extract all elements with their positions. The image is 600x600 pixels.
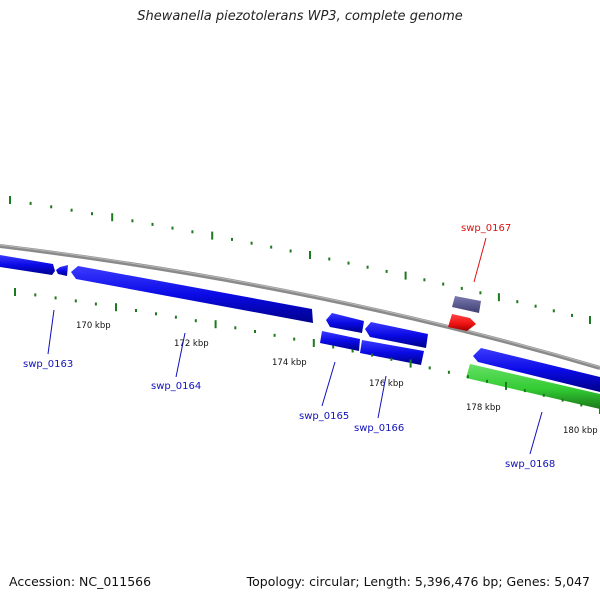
outer-tick bbox=[111, 213, 114, 222]
inner-tick bbox=[312, 339, 315, 347]
inner-tick bbox=[332, 345, 335, 349]
inner-tick bbox=[561, 398, 564, 402]
genome-summary-text: Topology: circular; Length: 5,396,476 bp… bbox=[246, 574, 590, 589]
outer-tick bbox=[131, 219, 134, 223]
outer-tick bbox=[534, 304, 537, 308]
gene-label-swp_0168[interactable]: swp_0168 bbox=[505, 459, 555, 470]
outer-tick bbox=[366, 265, 369, 269]
inner-tick bbox=[234, 326, 237, 330]
accession-text: Accession: NC_011566 bbox=[9, 574, 152, 589]
outer-tick bbox=[347, 261, 350, 265]
outer-tick bbox=[385, 269, 388, 273]
kbp-label-174: 174 kbp bbox=[272, 358, 307, 368]
outer-tick bbox=[151, 222, 154, 226]
outer-tick bbox=[571, 313, 573, 317]
inner-tick bbox=[273, 333, 276, 337]
outer-tick bbox=[9, 196, 11, 204]
outer-tick bbox=[423, 278, 426, 282]
inner-tick bbox=[447, 370, 450, 374]
gene-labels: swp_0163 swp_0164 swp_0165 swp_0166 swp_… bbox=[23, 223, 555, 470]
inner-tick bbox=[155, 312, 157, 316]
inner-tick bbox=[135, 309, 137, 312]
inner-tick bbox=[371, 353, 373, 357]
gene-label-swp_0164[interactable]: swp_0164 bbox=[151, 381, 201, 392]
inner-tick bbox=[174, 315, 177, 319]
outer-tick bbox=[211, 231, 214, 240]
kbp-label-170: 170 kbp bbox=[76, 321, 111, 331]
inner-tick bbox=[467, 375, 469, 379]
inner-tick bbox=[14, 288, 16, 296]
outer-tick bbox=[250, 241, 253, 245]
inner-tick bbox=[523, 389, 526, 393]
outer-tick bbox=[552, 309, 555, 313]
outer-tick bbox=[589, 316, 591, 324]
outer-tick bbox=[29, 201, 32, 205]
inner-tick bbox=[542, 393, 545, 397]
outer-tick bbox=[191, 230, 194, 234]
outer-tick bbox=[309, 251, 311, 259]
inner-tick bbox=[428, 366, 431, 370]
kbp-label-178: 178 kbp bbox=[466, 403, 501, 413]
inner-tick bbox=[94, 302, 97, 306]
inner-tick bbox=[54, 296, 57, 300]
gene-label-swp_0165[interactable]: swp_0165 bbox=[299, 411, 349, 422]
inner-tick bbox=[390, 357, 393, 361]
genome-title: Shewanella piezotolerans WP3, complete g… bbox=[137, 9, 463, 24]
inner-tick bbox=[74, 299, 77, 303]
gene-label-leaders bbox=[47, 237, 543, 455]
inner-tick bbox=[409, 359, 412, 368]
outer-tick bbox=[171, 226, 174, 230]
inner-tick-track bbox=[14, 288, 600, 414]
outer-tick bbox=[270, 245, 273, 249]
outer-tick-track bbox=[9, 196, 591, 324]
outer-tick bbox=[479, 291, 482, 295]
gene-swp_0168[interactable] bbox=[466, 348, 600, 409]
kbp-label-176: 176 kbp bbox=[369, 379, 404, 389]
outer-tick bbox=[50, 205, 53, 209]
outer-tick bbox=[497, 293, 500, 302]
inner-tick bbox=[580, 403, 583, 407]
inner-tick bbox=[486, 379, 488, 383]
inner-tick bbox=[194, 319, 197, 323]
inner-tick bbox=[214, 320, 217, 329]
gene-swp_0166[interactable] bbox=[360, 322, 428, 365]
inner-tick bbox=[293, 337, 296, 341]
outer-tick bbox=[328, 257, 331, 261]
outer-tick bbox=[231, 237, 233, 241]
gene-swp_0164[interactable] bbox=[71, 266, 313, 323]
genome-backbone bbox=[0, 244, 600, 370]
outer-tick bbox=[460, 286, 463, 290]
outer-tick bbox=[516, 300, 519, 304]
gene-swp_0165[interactable] bbox=[320, 313, 364, 351]
inner-tick bbox=[254, 330, 256, 333]
inner-tick bbox=[505, 381, 507, 390]
gene-label-swp_0167[interactable]: swp_0167 bbox=[461, 223, 511, 234]
outer-tick bbox=[289, 249, 292, 253]
gene-label-swp_0166[interactable]: swp_0166 bbox=[354, 423, 404, 434]
outer-tick bbox=[70, 208, 73, 212]
outer-tick bbox=[91, 212, 93, 216]
kbp-scale: 170 kbp 172 kbp 174 kbp 176 kbp 178 kbp … bbox=[76, 321, 598, 436]
gene-label-swp_0163[interactable]: swp_0163 bbox=[23, 359, 73, 370]
inner-tick bbox=[115, 303, 117, 312]
outer-tick bbox=[404, 271, 407, 280]
gene-swp_0163[interactable] bbox=[0, 255, 68, 276]
gene-swp_0167[interactable] bbox=[448, 296, 481, 331]
inner-tick bbox=[351, 349, 354, 353]
kbp-label-180: 180 kbp bbox=[563, 426, 598, 436]
inner-tick bbox=[34, 293, 37, 297]
kbp-label-172: 172 kbp bbox=[174, 339, 209, 349]
outer-tick bbox=[442, 282, 445, 286]
